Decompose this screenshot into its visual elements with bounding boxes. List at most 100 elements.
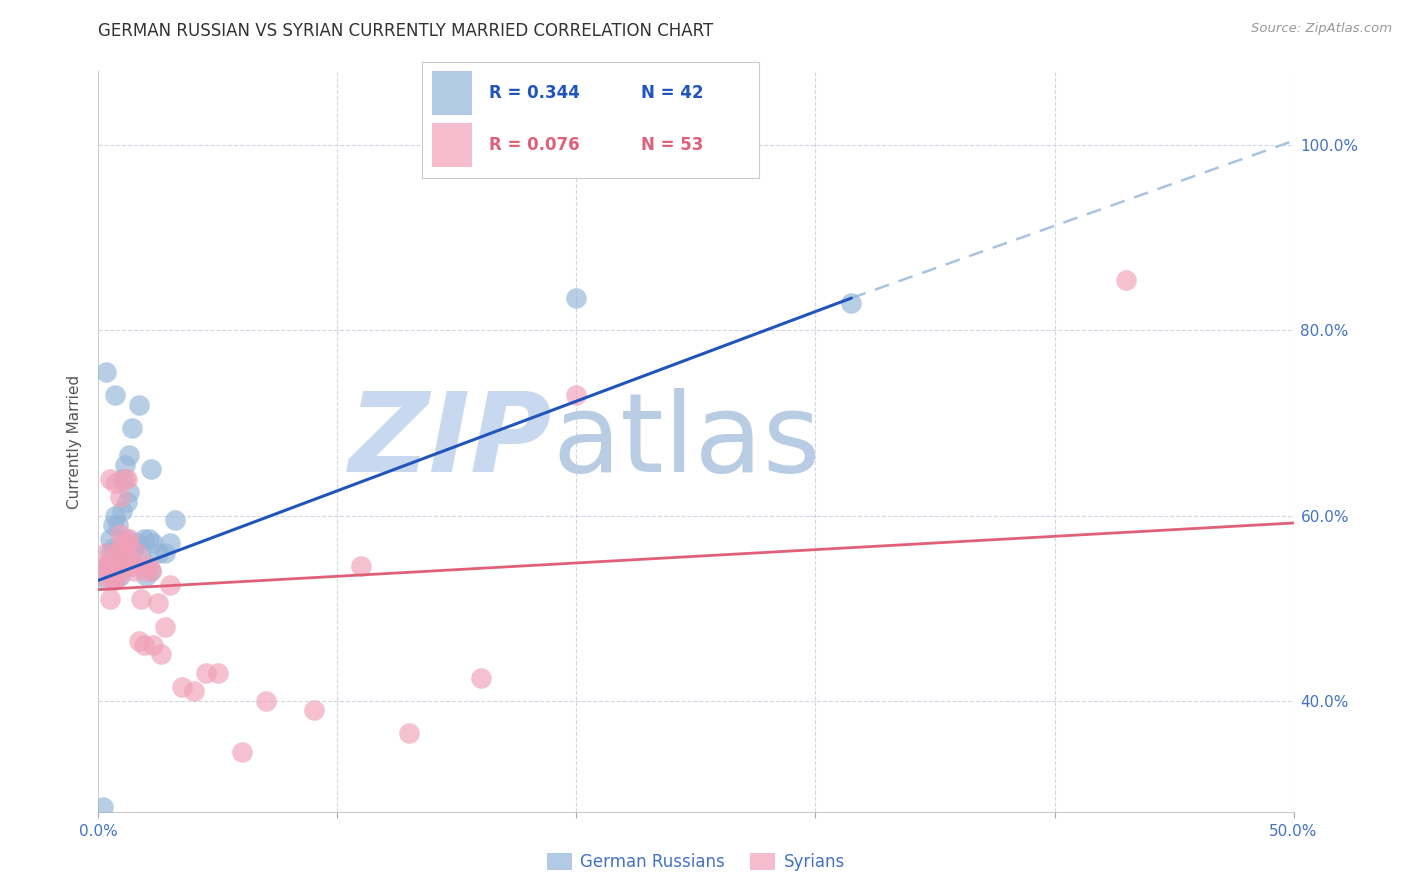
Point: [107, 568, 129, 582]
Point: [183, 684, 205, 698]
Point: [470, 671, 492, 685]
Point: [118, 550, 141, 565]
Point: [124, 559, 146, 574]
Point: [94, 574, 117, 588]
Point: [108, 559, 131, 574]
Point: [111, 471, 134, 485]
Point: [194, 665, 218, 680]
Point: [91, 568, 114, 582]
Point: [138, 559, 160, 574]
Point: [124, 564, 146, 578]
Point: [172, 680, 194, 694]
Point: [139, 564, 162, 578]
Point: [118, 485, 141, 500]
Point: [104, 388, 127, 402]
Point: [94, 365, 117, 379]
Point: [115, 471, 138, 485]
Text: N = 53: N = 53: [641, 136, 703, 153]
Point: [121, 420, 143, 434]
Point: [155, 545, 177, 560]
Point: [98, 559, 122, 574]
Point: [231, 745, 253, 759]
Point: [138, 532, 160, 546]
Point: [132, 638, 155, 652]
Point: [111, 536, 134, 550]
Point: [125, 545, 148, 560]
Point: [1115, 272, 1137, 286]
Point: [115, 494, 138, 508]
Point: [115, 536, 138, 550]
Point: [139, 462, 162, 476]
Bar: [432, 123, 472, 167]
Point: [107, 559, 129, 574]
Point: [101, 574, 124, 588]
Point: [131, 550, 153, 565]
Point: [98, 532, 122, 546]
Point: [302, 703, 325, 717]
Point: [91, 800, 114, 814]
Point: [101, 517, 124, 532]
Point: [108, 568, 131, 582]
Point: [101, 541, 124, 555]
Point: [149, 648, 172, 662]
Point: [114, 458, 136, 472]
Point: [107, 545, 129, 560]
Point: [114, 471, 136, 485]
Point: [104, 476, 127, 491]
Point: [135, 568, 157, 582]
Point: [183, 819, 205, 833]
Point: [135, 564, 157, 578]
Point: [207, 665, 229, 680]
Point: [132, 532, 155, 546]
Point: [118, 449, 141, 463]
Point: [159, 536, 181, 550]
Legend: German Russians, Syrians: German Russians, Syrians: [540, 846, 852, 878]
Point: [142, 536, 165, 550]
Point: [107, 517, 129, 532]
Point: [128, 398, 150, 412]
Text: Source: ZipAtlas.com: Source: ZipAtlas.com: [1251, 22, 1392, 36]
Point: [108, 541, 131, 555]
Point: [97, 559, 120, 574]
Point: [94, 559, 117, 574]
Point: [104, 559, 127, 574]
Point: [101, 550, 124, 565]
Point: [131, 591, 153, 606]
Point: [254, 694, 277, 708]
Point: [128, 633, 150, 648]
Text: R = 0.076: R = 0.076: [489, 136, 579, 153]
Point: [565, 291, 588, 305]
Point: [104, 508, 127, 523]
Point: [163, 513, 186, 527]
Point: [125, 536, 148, 550]
Text: GERMAN RUSSIAN VS SYRIAN CURRENTLY MARRIED CORRELATION CHART: GERMAN RUSSIAN VS SYRIAN CURRENTLY MARRI…: [98, 22, 714, 40]
Point: [104, 559, 127, 574]
Point: [148, 597, 170, 611]
Point: [350, 559, 373, 574]
Point: [107, 550, 129, 565]
Point: [108, 527, 131, 541]
Point: [148, 545, 170, 560]
Point: [104, 574, 127, 588]
Point: [111, 541, 134, 555]
Point: [398, 726, 420, 740]
Point: [139, 564, 162, 578]
Bar: [432, 70, 472, 114]
Point: [98, 545, 122, 560]
Point: [115, 532, 138, 546]
Point: [121, 559, 143, 574]
Point: [111, 504, 134, 518]
Text: R = 0.344: R = 0.344: [489, 84, 581, 102]
Point: [97, 559, 120, 574]
Point: [94, 545, 117, 560]
Y-axis label: Currently Married: Currently Married: [67, 375, 83, 508]
Point: [98, 471, 122, 485]
Point: [155, 619, 177, 633]
Point: [841, 295, 863, 310]
Point: [118, 532, 141, 546]
Point: [115, 536, 138, 550]
Point: [142, 638, 165, 652]
Point: [159, 578, 181, 592]
Text: ZIP: ZIP: [349, 388, 553, 495]
Point: [98, 591, 122, 606]
